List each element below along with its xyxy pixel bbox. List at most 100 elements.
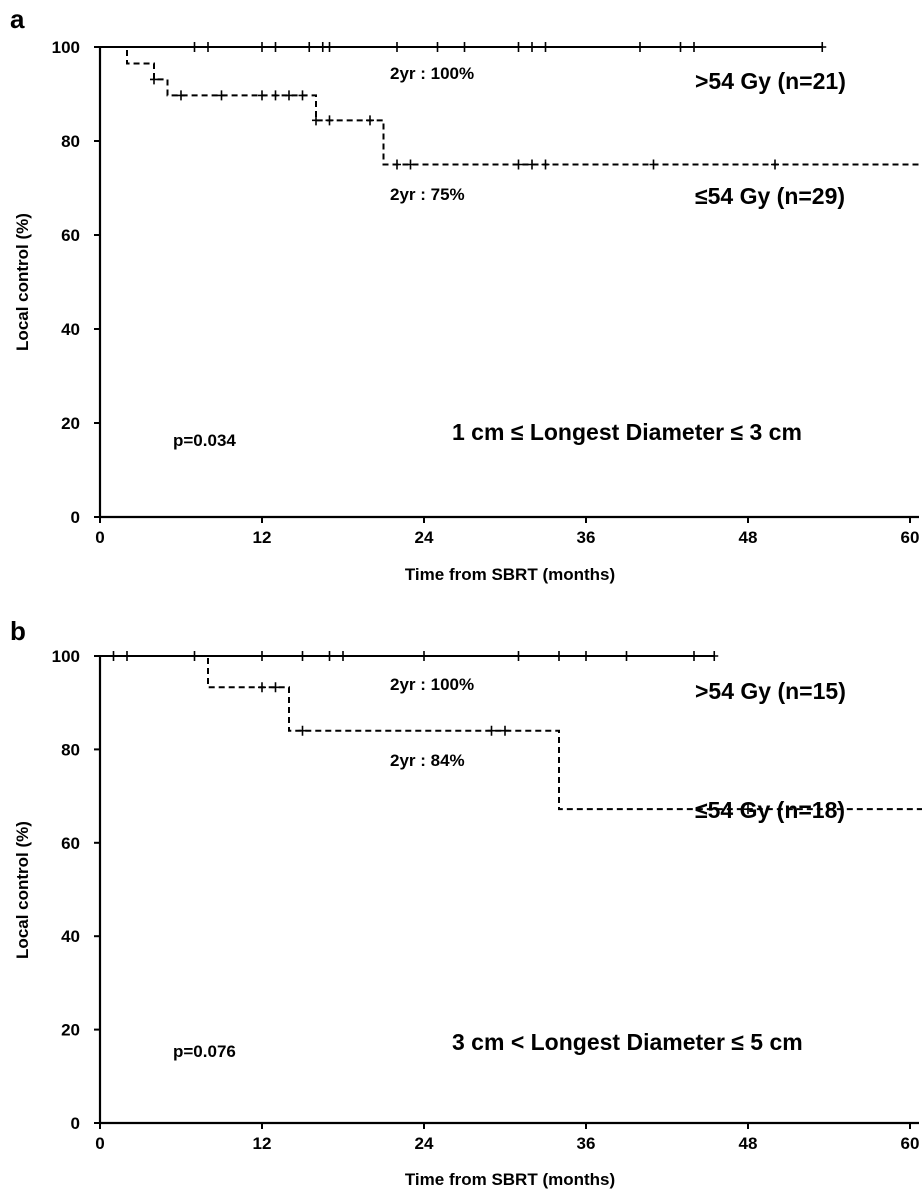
panel-b-x-tick-label: 48 [739, 1134, 758, 1153]
panel-a-p-value: p=0.034 [173, 431, 236, 450]
panel-a-censor-mark-gt54 [541, 42, 550, 52]
panel-b-x-tick-label: 12 [253, 1134, 272, 1153]
panel-a-y-tick-label: 60 [61, 226, 80, 245]
panel-b-y-tick-label: 100 [52, 647, 80, 666]
panel-a-censor-mark-gt54 [204, 42, 212, 52]
panel-a: a 0 12 24 36 48 60 0 20 40 60 80 100 Time from SBRT… [10, 4, 922, 584]
panel-a-censor-mark-gt54 [636, 42, 644, 52]
panel-b-censor-mark-gt54 [325, 651, 334, 661]
panel-b-censor-mark-gt54 [339, 651, 347, 661]
panel-b-censor-mark-gt54 [690, 651, 698, 661]
panel-b-curves [100, 651, 922, 815]
panel-a-y-tick-label: 100 [52, 38, 80, 57]
panel-a-censor-mark-le54 [217, 90, 226, 101]
panel-a-censor-mark-le54 [528, 159, 536, 170]
panel-b-censor-mark-le54 [744, 804, 752, 815]
panel-b-censor-mark-le54 [487, 725, 496, 736]
panel-b-y-tick-label: 20 [61, 1021, 80, 1040]
panel-a-censor-mark-gt54 [690, 42, 698, 52]
panel-b-censor-mark-le54 [258, 682, 266, 693]
panel-a-censor-mark-gt54 [460, 42, 469, 52]
panel-b-x-tick-label: 36 [577, 1134, 596, 1153]
panel-b-censor-mark-le54 [271, 682, 280, 693]
panel-b-subset-label: 3 cm < Longest Diameter ≤ 5 cm [452, 1029, 803, 1055]
panel-a-censor-mark-gt54 [393, 42, 401, 52]
panel-a-censor-mark-le54 [150, 74, 158, 85]
panel-b-censor-mark-gt54 [514, 651, 523, 661]
panel-a-censor-mark-gt54 [325, 42, 334, 52]
panel-a-y-tick-label: 40 [61, 320, 80, 339]
panel-a-censor-mark-gt54 [818, 42, 827, 52]
panel-a-censor-mark-le54 [285, 90, 293, 101]
panel-a-x-tick-label: 12 [253, 528, 272, 547]
panel-b-lower-rate: 2yr : 84% [390, 751, 465, 770]
panel-a-censor-mark-le54 [541, 159, 550, 170]
panel-a-upper-group-label: >54 Gy (n=21) [695, 68, 846, 94]
panel-b-censor-mark-gt54 [710, 651, 719, 661]
panel-b-upper-group-label: >54 Gy (n=15) [695, 678, 846, 704]
panel-a-y-tick-label: 80 [61, 132, 80, 151]
panel-a-censor-mark-le54 [325, 115, 334, 126]
panel-b-axes [98, 656, 919, 1125]
panel-a-censor-mark-le54 [771, 159, 779, 170]
panel-b-ticks: 0 12 24 36 48 60 0 20 40 60 80 100 [52, 647, 920, 1153]
panel-a-censor-mark-gt54 [318, 42, 327, 52]
panel-a-y-tick-label: 0 [71, 508, 80, 527]
panel-a-censor-mark-gt54 [433, 42, 442, 52]
panel-b-censor-mark-le54 [298, 725, 307, 736]
panel-a-censor-mark-gt54 [258, 42, 266, 52]
panel-letter-a: a [10, 4, 25, 34]
panel-a-censor-mark-gt54 [190, 42, 199, 52]
panel-b-lower-group-label: ≤54 Gy (n=18) [695, 797, 845, 823]
panel-a-axes [98, 47, 919, 519]
panel-b-censor-mark-gt54 [622, 651, 631, 661]
panel-b-censor-mark-gt54 [555, 651, 563, 661]
panel-b-x-tick-label: 24 [415, 1134, 434, 1153]
panel-a-x-tick-label: 24 [415, 528, 434, 547]
panel-a-x-tick-label: 60 [901, 528, 920, 547]
panel-a-y-tick-label: 20 [61, 414, 80, 433]
panel-a-x-axis-title: Time from SBRT (months) [405, 565, 615, 584]
panel-a-censor-mark-le54 [177, 90, 185, 101]
panel-a-censor-mark-le54 [271, 90, 280, 101]
panel-a-y-axis-title: Local control (%) [13, 213, 32, 351]
panel-a-ticks: 0 12 24 36 48 60 0 20 40 60 80 100 [52, 38, 920, 547]
panel-b-y-tick-label: 60 [61, 834, 80, 853]
panel-a-lower-group-label: ≤54 Gy (n=29) [695, 183, 845, 209]
panel-letter-b: b [10, 616, 26, 646]
panel-b-y-tick-label: 0 [71, 1114, 80, 1133]
panel-a-censor-mark-le54 [393, 159, 401, 170]
panel-a-curves [100, 42, 922, 170]
panel-a-censor-mark-gt54 [514, 42, 523, 52]
panel-b-censor-mark-gt54 [582, 651, 590, 661]
panel-b-curve-le54 [100, 655, 922, 811]
panel-b-censor-mark-gt54 [258, 651, 266, 661]
panel-a-censor-mark-le54 [514, 159, 523, 170]
panel-a-censor-mark-gt54 [676, 42, 685, 52]
panel-b-censor-mark-gt54 [298, 651, 307, 661]
panel-a-censor-mark-le54 [649, 159, 658, 170]
panel-a-censor-mark-gt54 [528, 42, 536, 52]
panel-b-x-tick-label: 60 [901, 1134, 920, 1153]
panel-a-censor-mark-le54 [406, 159, 415, 170]
panel-a-censor-mark-le54 [312, 115, 320, 126]
panel-a-x-tick-label: 0 [95, 528, 104, 547]
panel-a-censor-mark-le54 [298, 90, 307, 101]
panel-b-censor-mark-gt54 [420, 651, 428, 661]
panel-a-curve-le54 [100, 46, 922, 166]
panel-a-censor-mark-le54 [258, 90, 266, 101]
panel-a-lower-rate: 2yr : 75% [390, 185, 465, 204]
panel-b-y-tick-label: 80 [61, 740, 80, 759]
panel-a-censor-mark-gt54 [305, 42, 314, 52]
panel-b-x-axis-title: Time from SBRT (months) [405, 1170, 615, 1189]
panel-a-censor-mark-gt54 [271, 42, 280, 52]
panel-b-y-axis-title: Local control (%) [13, 821, 32, 959]
panel-a-x-tick-label: 36 [577, 528, 596, 547]
panel-b: b 0 12 24 36 48 60 0 20 40 60 80 100 Time from SBRT… [10, 616, 922, 1189]
panel-a-x-tick-label: 48 [739, 528, 758, 547]
panel-a-censor-mark-le54 [366, 115, 374, 126]
panel-b-upper-rate: 2yr : 100% [390, 675, 474, 694]
panel-b-y-tick-label: 40 [61, 927, 80, 946]
panel-b-x-tick-label: 0 [95, 1134, 104, 1153]
